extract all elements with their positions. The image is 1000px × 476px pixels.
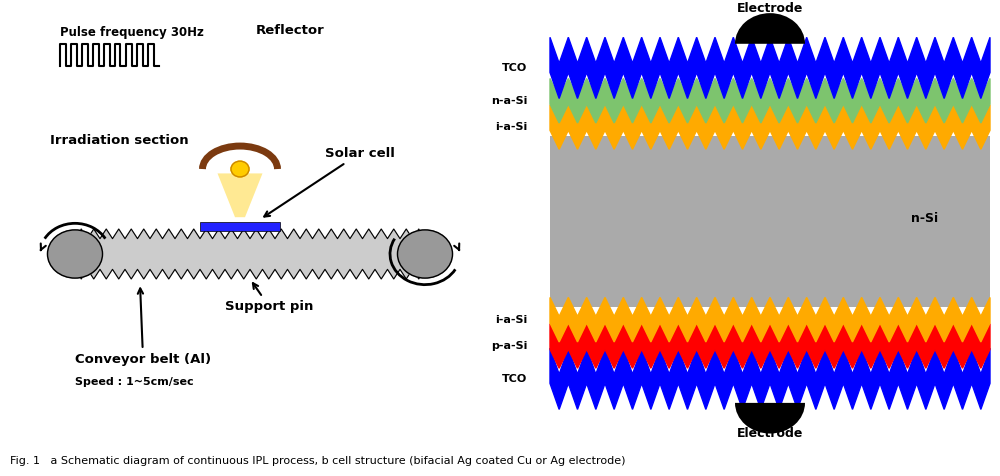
Text: TCO: TCO [502,374,528,384]
Text: n-Si: n-Si [911,212,939,226]
Text: Reflector: Reflector [256,24,324,37]
Circle shape [398,230,452,278]
Text: i-a-Si: i-a-Si [495,122,528,132]
Text: Speed : 1~5cm/sec: Speed : 1~5cm/sec [75,377,194,387]
Text: Electrode: Electrode [737,427,803,440]
Polygon shape [550,79,990,123]
Wedge shape [735,13,805,44]
Bar [550,136,990,307]
Circle shape [48,230,103,278]
Text: Irradiation section: Irradiation section [50,134,189,147]
Polygon shape [217,173,262,217]
Text: TCO: TCO [502,63,528,73]
Bar [200,222,280,231]
Text: n-a-Si: n-a-Si [491,96,528,106]
Polygon shape [550,37,990,99]
Text: Solar cell: Solar cell [264,147,395,217]
FancyBboxPatch shape [75,238,425,269]
Text: Pulse frequency 30Hz: Pulse frequency 30Hz [60,26,204,40]
Polygon shape [550,324,990,368]
Polygon shape [75,229,425,279]
Text: Conveyor belt (Al): Conveyor belt (Al) [75,288,211,366]
Polygon shape [550,298,990,342]
Polygon shape [550,348,990,409]
Text: Electrode: Electrode [737,2,803,15]
Wedge shape [735,403,805,434]
Text: Support pin: Support pin [225,283,313,313]
Polygon shape [550,105,990,149]
Text: p-a-Si: p-a-Si [491,341,528,351]
Text: i-a-Si: i-a-Si [495,315,528,325]
Circle shape [231,161,249,177]
Text: Fig. 1   a Schematic diagram of continuous IPL process, b cell structure (bifaci: Fig. 1 a Schematic diagram of continuous… [10,456,626,466]
